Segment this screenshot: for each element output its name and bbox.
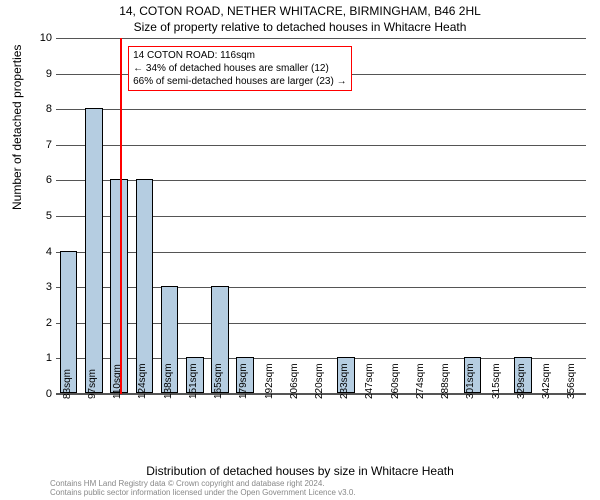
- property-marker-line: [120, 38, 122, 394]
- histogram-bar: [110, 179, 128, 393]
- x-tick-label: 206sqm: [289, 363, 300, 399]
- y-tick-label: 6: [36, 174, 52, 186]
- annotation-line: 14 COTON ROAD: 116sqm: [133, 49, 346, 62]
- x-axis-label: Distribution of detached houses by size …: [0, 464, 600, 478]
- y-tick-label: 9: [36, 68, 52, 80]
- gridline: [56, 109, 586, 110]
- y-tick-label: 3: [36, 281, 52, 293]
- chart-title-sub: Size of property relative to detached ho…: [0, 20, 600, 34]
- footer-attribution: Contains HM Land Registry data © Crown c…: [50, 479, 356, 498]
- x-tick-label: 288sqm: [440, 363, 451, 399]
- annotation-box: 14 COTON ROAD: 116sqm← 34% of detached h…: [128, 46, 351, 91]
- x-tick-label: 274sqm: [415, 363, 426, 399]
- x-tick-label: 192sqm: [264, 363, 275, 399]
- histogram-bar: [136, 179, 154, 393]
- y-tick-label: 1: [36, 352, 52, 364]
- histogram-bar: [85, 108, 103, 393]
- x-tick-label: 356sqm: [566, 363, 577, 399]
- x-tick-label: 138sqm: [163, 363, 174, 399]
- y-tick-label: 10: [36, 32, 52, 44]
- y-axis-label: Number of detached properties: [10, 45, 24, 210]
- x-tick-label: 301sqm: [465, 363, 476, 399]
- x-tick-label: 247sqm: [364, 363, 375, 399]
- chart-plot-area: 01234567891083sqm97sqm110sqm124sqm138sqm…: [56, 38, 586, 394]
- x-tick-label: 329sqm: [516, 363, 527, 399]
- x-tick-label: 124sqm: [137, 363, 148, 399]
- footer-line-2: Contains public sector information licen…: [50, 488, 356, 498]
- x-tick-label: 260sqm: [390, 363, 401, 399]
- x-tick-label: 220sqm: [314, 363, 325, 399]
- gridline: [56, 145, 586, 146]
- chart-title-main: 14, COTON ROAD, NETHER WHITACRE, BIRMING…: [0, 4, 600, 18]
- x-tick-label: 83sqm: [62, 369, 73, 399]
- annotation-line: 66% of semi-detached houses are larger (…: [133, 75, 346, 88]
- x-tick-label: 165sqm: [213, 363, 224, 399]
- y-tick-label: 4: [36, 246, 52, 258]
- x-tick-label: 179sqm: [238, 363, 249, 399]
- x-tick-label: 151sqm: [188, 363, 199, 399]
- gridline: [56, 38, 586, 39]
- x-tick-label: 233sqm: [339, 363, 350, 399]
- y-tick-label: 8: [36, 103, 52, 115]
- y-tick-label: 5: [36, 210, 52, 222]
- x-tick-label: 315sqm: [491, 363, 502, 399]
- y-tick-label: 0: [36, 388, 52, 400]
- footer-line-1: Contains HM Land Registry data © Crown c…: [50, 479, 356, 489]
- y-tick-label: 7: [36, 139, 52, 151]
- y-tick-label: 2: [36, 317, 52, 329]
- annotation-line: ← 34% of detached houses are smaller (12…: [133, 62, 346, 75]
- x-tick-label: 342sqm: [541, 363, 552, 399]
- x-tick-label: 97sqm: [87, 369, 98, 399]
